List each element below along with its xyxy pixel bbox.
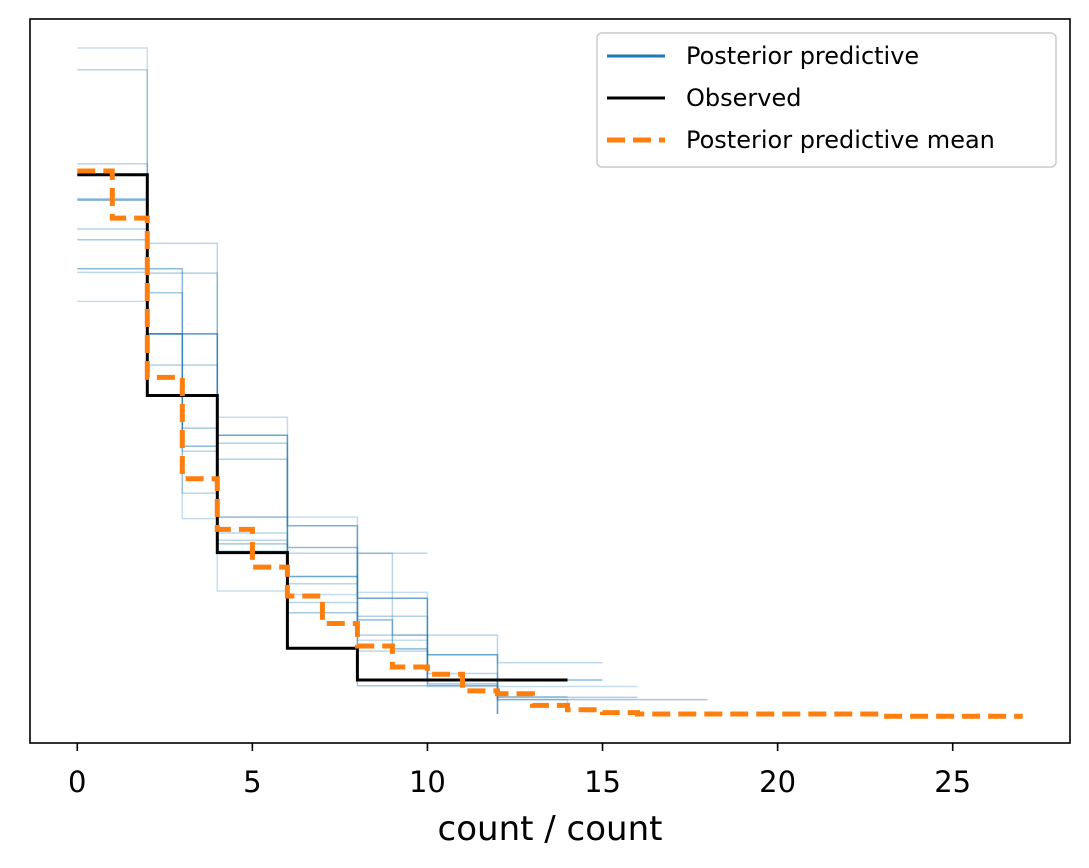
x-tick-label-25: 25	[934, 765, 971, 799]
legend-label-posterior-predictive-mean: Posterior predictive mean	[686, 126, 995, 154]
x-tick-label-5: 5	[243, 765, 261, 799]
x-axis-label: count / count	[438, 809, 663, 849]
x-tick-label-20: 20	[759, 765, 796, 799]
plot-frame	[29, 18, 1071, 744]
posterior-predictive-sample-3	[77, 268, 603, 681]
posterior-predictive-sample-8	[77, 163, 603, 664]
posterior-predictive-sample-10	[77, 271, 569, 709]
x-tick-label-10: 10	[409, 765, 446, 799]
legend-label-observed: Observed	[686, 84, 801, 112]
posterior-predictive-sample-9	[77, 197, 568, 698]
posterior-predictive-sample-4	[77, 228, 638, 699]
legend-box	[596, 32, 1057, 168]
x-axis: 0 5 10 15 20 25	[68, 743, 971, 799]
main-series	[77, 168, 1023, 719]
x-tick-label-0: 0	[68, 765, 86, 799]
posterior-predictive-sample-6	[77, 68, 428, 585]
posterior-predictive-sample-5	[77, 300, 638, 688]
legend-label-posterior-predictive: Posterior predictive	[686, 42, 919, 70]
legend: Posterior predictive Observed Posterior …	[596, 32, 1057, 168]
x-tick-label-15: 15	[584, 765, 621, 799]
